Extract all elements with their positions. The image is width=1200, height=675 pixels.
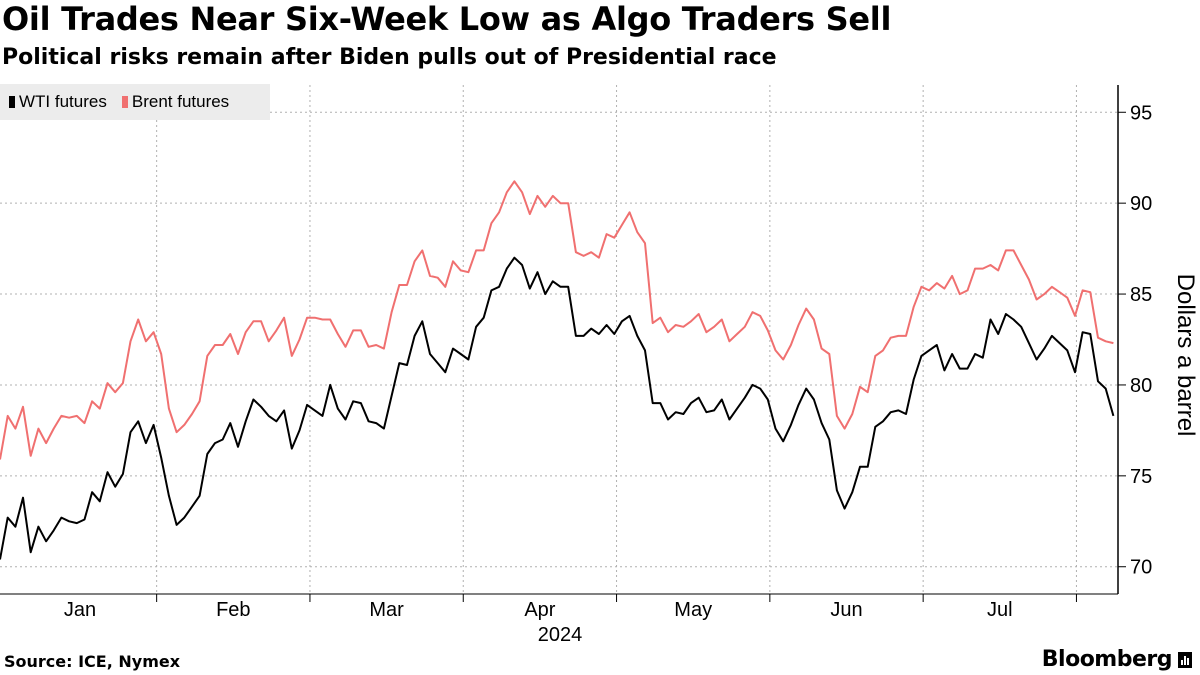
y-axis-title: Dollars a barrel [1172, 274, 1199, 437]
bloomberg-logo: Bloomberg [1042, 647, 1192, 672]
chart-title: Oil Trades Near Six-Week Low as Algo Tra… [2, 0, 892, 38]
x-tick-label-feb: Feb [216, 599, 250, 621]
x-tick-label-jul: Jul [987, 599, 1013, 621]
x-tick-label-may: May [674, 599, 712, 621]
x-tick-label-apr: Apr [524, 599, 555, 621]
bloomberg-wordmark: Bloomberg [1041, 647, 1173, 672]
legend-item-wti[interactable]: WTI futures [9, 92, 107, 112]
series-lines [0, 180, 1115, 560]
x-axis-ticks: Jan Feb Mar Apr May Jun Jul [64, 594, 1077, 621]
y-tick-label-80: 80 [1130, 375, 1152, 397]
y-axis-ticks: 70 75 80 85 90 95 [1118, 102, 1152, 579]
x-tick-label-jan: Jan [64, 599, 96, 621]
y-tick-label-85: 85 [1130, 284, 1152, 306]
legend-swatch-brent [121, 96, 128, 108]
x-axis-year-label: 2024 [538, 624, 583, 646]
legend-label-wti: WTI futures [19, 92, 107, 111]
chart-subtitle: Political risks remain after Biden pulls… [2, 45, 777, 70]
legend: WTI futures Brent futures [0, 84, 270, 120]
x-tick-label-jun: Jun [830, 599, 862, 621]
grid-lines [0, 85, 1118, 594]
series-line-wti-futures[interactable] [0, 256, 1115, 560]
y-tick-label-95: 95 [1130, 102, 1152, 124]
source-note: Source: ICE, Nymex [4, 652, 181, 671]
legend-item-brent[interactable]: Brent futures [121, 92, 230, 112]
series-line-brent-futures[interactable] [0, 180, 1114, 460]
y-tick-label-70: 70 [1130, 557, 1152, 579]
y-tick-label-75: 75 [1130, 466, 1152, 488]
x-tick-label-mar: Mar [369, 599, 404, 621]
bloomberg-terminal-icon [1178, 651, 1192, 668]
legend-swatch-wti [9, 96, 15, 108]
y-tick-label-90: 90 [1130, 193, 1152, 215]
legend-label-brent: Brent futures [131, 92, 230, 111]
